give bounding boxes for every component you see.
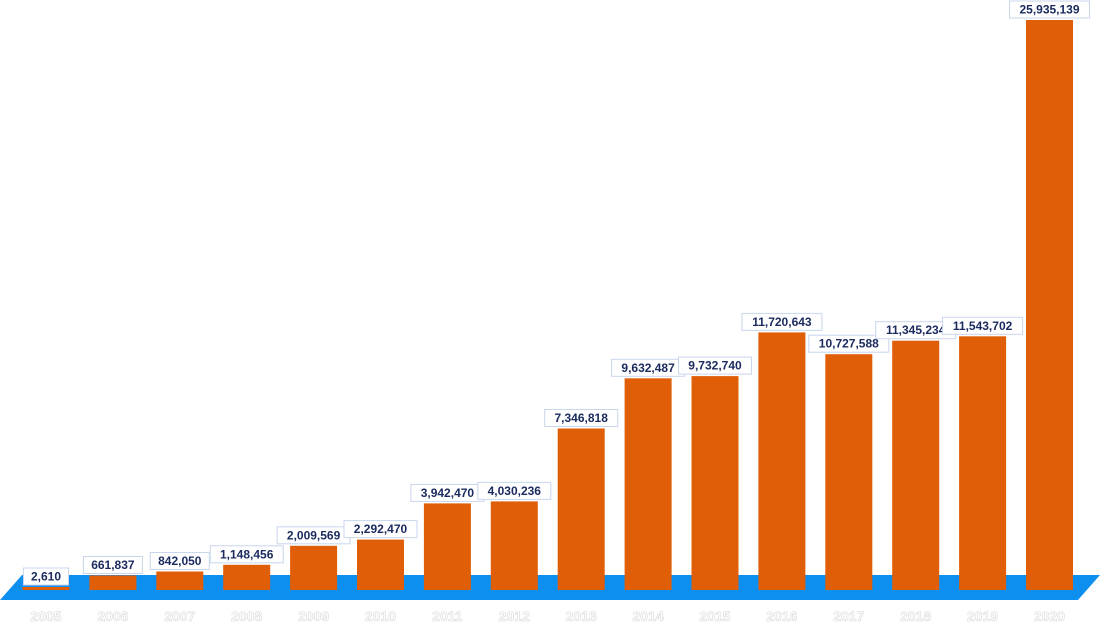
chart-floor: [0, 575, 1100, 600]
category-label-2010: 2010: [365, 608, 396, 622]
data-label-box: [477, 481, 552, 500]
data-label-2018: 11,345,234: [886, 323, 946, 337]
bar-2009: [290, 545, 338, 590]
data-label-box: [678, 356, 752, 375]
category-labels-group: 2005 2006 2007 2008 2009 2010 2011 2012 2013 2014…: [30, 608, 1065, 622]
data-label-2006: 661,837: [91, 558, 135, 572]
bar-2012: [490, 501, 538, 590]
category-label-2007: 2007: [164, 608, 195, 622]
bars-group: [22, 20, 1073, 590]
category-label-2019: 2019: [967, 608, 998, 622]
category-label-2020: 2020: [1034, 608, 1065, 622]
data-label-2007: 842,050: [158, 554, 202, 568]
bar-2015: [691, 376, 739, 590]
bar-2018: [892, 340, 940, 590]
bar-2016: [758, 332, 806, 590]
category-label-2008: 2008: [231, 608, 262, 622]
category-label-2011: 2011: [432, 608, 463, 622]
category-label-2014: 2014: [633, 608, 664, 622]
data-label-box: [209, 545, 284, 564]
category-label-2017: 2017: [833, 608, 864, 622]
data-label-2015: 9,732,740: [688, 359, 742, 373]
data-label-box: [82, 556, 143, 574]
data-label-box: [741, 312, 823, 331]
data-label-box: [1009, 0, 1090, 19]
data-label-2020: 25,935,139: [1019, 3, 1079, 17]
data-label-2012: 4,030,236: [488, 484, 542, 498]
category-label-2015: 2015: [699, 608, 730, 622]
bar-2011: [423, 503, 471, 590]
category-label-2005: 2005: [30, 608, 61, 622]
data-label-box: [808, 334, 890, 353]
category-label-2006: 2006: [97, 608, 128, 622]
category-label-2018: 2018: [900, 608, 931, 622]
bar-2020: [1026, 20, 1073, 590]
data-label-box: [149, 552, 210, 570]
data-label-2008: 1,148,456: [220, 547, 274, 561]
bar-2014: [624, 378, 672, 590]
category-label-2016: 2016: [766, 608, 797, 622]
bar-2006: [89, 575, 137, 590]
bar-2010: [357, 539, 404, 590]
category-label-2013: 2013: [566, 608, 597, 622]
data-label-2011: 3,942,470: [421, 486, 475, 500]
data-label-2010: 2,292,470: [354, 522, 408, 536]
data-label-box: [544, 409, 619, 427]
data-label-box: [343, 520, 418, 539]
data-label-2005: 2,610: [31, 570, 61, 584]
bar-2019: [959, 336, 1007, 590]
bar-2007: [156, 571, 204, 590]
data-labels-group: 2,610 661,837 842,050 1,148,456 2,009,569 2,2…: [23, 0, 1090, 586]
data-label-2014: 9,632,487: [621, 361, 675, 375]
data-label-box: [942, 316, 1024, 335]
bar-2008: [223, 564, 271, 590]
data-label-2016: 11,720,643: [752, 315, 812, 329]
bar-2017: [825, 354, 873, 590]
data-label-2017: 10,727,588: [819, 337, 879, 351]
bar-2013: [557, 428, 605, 590]
data-label-2013: 7,346,818: [555, 411, 609, 425]
data-label-2019: 11,543,702: [953, 319, 1013, 333]
category-label-2009: 2009: [298, 608, 329, 622]
data-label-2009: 2,009,569: [287, 528, 341, 542]
category-label-2012: 2012: [499, 608, 530, 622]
data-label-box: [23, 567, 69, 586]
bar-2005: [22, 587, 70, 590]
